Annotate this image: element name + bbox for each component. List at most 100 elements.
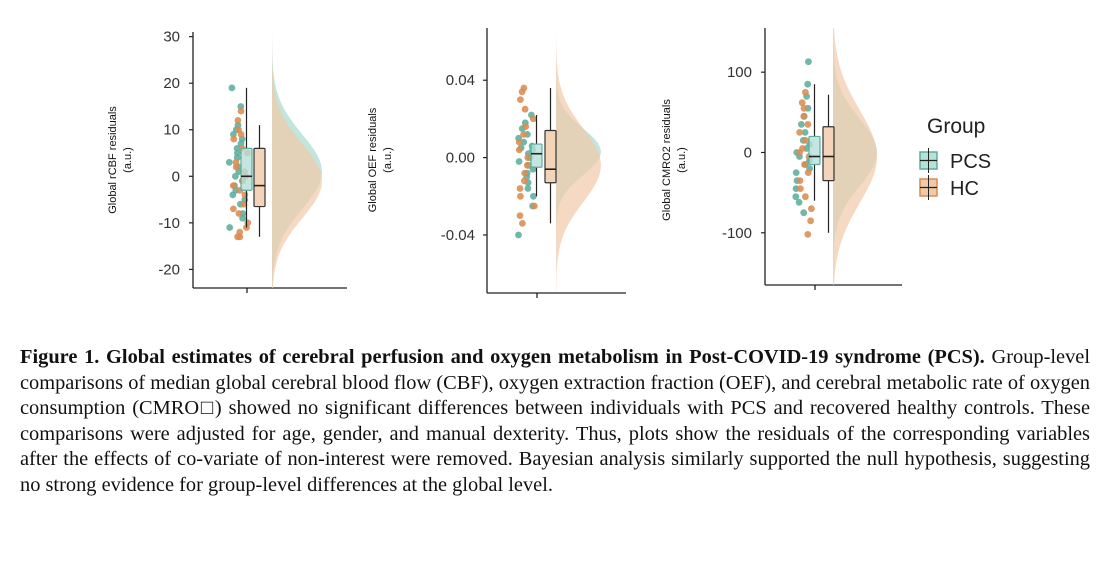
density-hc: [556, 28, 601, 293]
point-hc: [232, 163, 240, 171]
ylabel-oef-units: (a.u.): [382, 147, 394, 173]
point-hc: [808, 205, 815, 213]
point-hc: [518, 88, 526, 96]
box-hc: [253, 147, 266, 208]
point-hc: [797, 185, 804, 193]
point-hc: [515, 138, 523, 146]
point-hc: [804, 231, 812, 238]
panel-oef: Global OEF residuals (a.u.) 0.04 0.00 -0.0…: [367, 28, 626, 298]
point-hc: [516, 212, 524, 220]
point-hc: [236, 233, 244, 241]
point-pcs: [229, 191, 237, 199]
legend: Group PCS HC: [919, 115, 991, 200]
point-pcs: [805, 58, 812, 66]
y-tick-label: -10: [158, 215, 180, 232]
density-hc: [833, 28, 877, 285]
box-hc: [822, 126, 835, 182]
caption-body: Group-level comparisons of median global…: [20, 346, 1090, 496]
point-hc: [230, 135, 238, 143]
point-hc: [230, 205, 237, 213]
legend-title: Group: [927, 115, 985, 138]
point-pcs: [795, 198, 803, 206]
y-tick-label: 20: [163, 75, 180, 92]
y-tick-label: -20: [158, 261, 180, 278]
y-tick-label: 0: [172, 168, 180, 185]
point-hc: [798, 99, 806, 107]
legend-item-pcs: PCS: [919, 148, 991, 173]
panel-rcbf: Global rCBF residuals (a.u.) 30 20 10 0 -10 -…: [107, 29, 347, 293]
point-hc: [800, 112, 808, 120]
point-hc: [237, 131, 245, 138]
point-pcs: [228, 84, 236, 92]
point-hc: [229, 182, 237, 190]
density-hc: [272, 32, 322, 288]
figure-panel: Global rCBF residuals (a.u.) 3020100-10-…: [107, 28, 991, 298]
point-pcs: [225, 158, 233, 166]
point-hc: [523, 161, 531, 169]
ylabel-cmro2: Global CMRO2 residuals: [661, 99, 673, 221]
point-hc: [521, 169, 529, 177]
point-hc: [807, 217, 814, 225]
point-hc: [796, 177, 804, 185]
y-tick-label: 0.00: [446, 150, 475, 167]
point-pcs: [226, 224, 234, 231]
ylabel-oef: Global OEF residuals: [367, 107, 379, 212]
box-pcs: [530, 143, 543, 168]
point-pcs: [797, 121, 805, 128]
box-pcs: [240, 147, 253, 191]
point-hc: [241, 191, 249, 199]
box-hc: [544, 129, 557, 184]
point-pcs: [515, 231, 522, 239]
point-pcs: [800, 209, 808, 217]
legend-label-hc: HC: [950, 178, 979, 200]
point-pcs: [792, 193, 800, 201]
point-hc: [521, 105, 529, 113]
point-hc: [524, 154, 532, 162]
point-hc: [517, 192, 524, 200]
y-tick-label: 0.04: [446, 72, 475, 89]
point-hc: [802, 137, 809, 144]
point-hc: [801, 161, 808, 168]
point-hc: [519, 220, 526, 227]
legend-item-hc: HC: [919, 175, 979, 200]
box-pcs: [808, 135, 821, 166]
point-hc: [531, 202, 538, 210]
y-tick-label: 0: [744, 144, 752, 161]
point-pcs: [792, 169, 800, 177]
caption-title: Figure 1. Global estimates of cerebral p…: [20, 346, 985, 368]
panel-cmro2: Global CMRO2 residuals (a.u.) 100 0 -100: [661, 28, 902, 290]
point-pcs: [804, 80, 812, 88]
point-pcs: [801, 129, 809, 136]
point-hc: [802, 193, 809, 201]
y-tick-label: -100: [722, 225, 752, 242]
point-hc: [234, 117, 242, 124]
point-hc: [520, 131, 527, 138]
point-hc: [804, 169, 812, 177]
point-hc: [521, 177, 528, 185]
point-hc: [802, 88, 809, 96]
y-tick-label: 100: [727, 64, 752, 81]
point-hc: [800, 104, 808, 112]
ylabel-rcbf: Global rCBF residuals: [107, 106, 119, 214]
point-hc: [517, 96, 524, 103]
point-hc: [796, 149, 803, 156]
y-tick-label: -0.04: [441, 227, 475, 244]
legend-label-pcs: PCS: [950, 151, 991, 173]
point-hc: [804, 121, 812, 128]
point-hc: [522, 123, 529, 130]
y-tick-label: 10: [163, 122, 180, 139]
ylabel-rcbf-units: (a.u.): [122, 147, 134, 173]
point-hc: [529, 115, 537, 123]
y-tick-label: 30: [163, 29, 180, 46]
ylabel-cmro2-units: (a.u.): [676, 147, 688, 173]
figure-caption: Figure 1. Global estimates of cerebral p…: [20, 345, 1090, 499]
point-pcs: [232, 172, 239, 180]
point-hc: [240, 200, 248, 208]
point-pcs: [515, 158, 523, 165]
point-hc: [516, 185, 524, 192]
point-pcs: [239, 214, 247, 222]
point-hc: [235, 210, 243, 217]
point-hc: [243, 224, 250, 231]
point-pcs: [524, 185, 532, 192]
point-pcs: [530, 192, 537, 200]
